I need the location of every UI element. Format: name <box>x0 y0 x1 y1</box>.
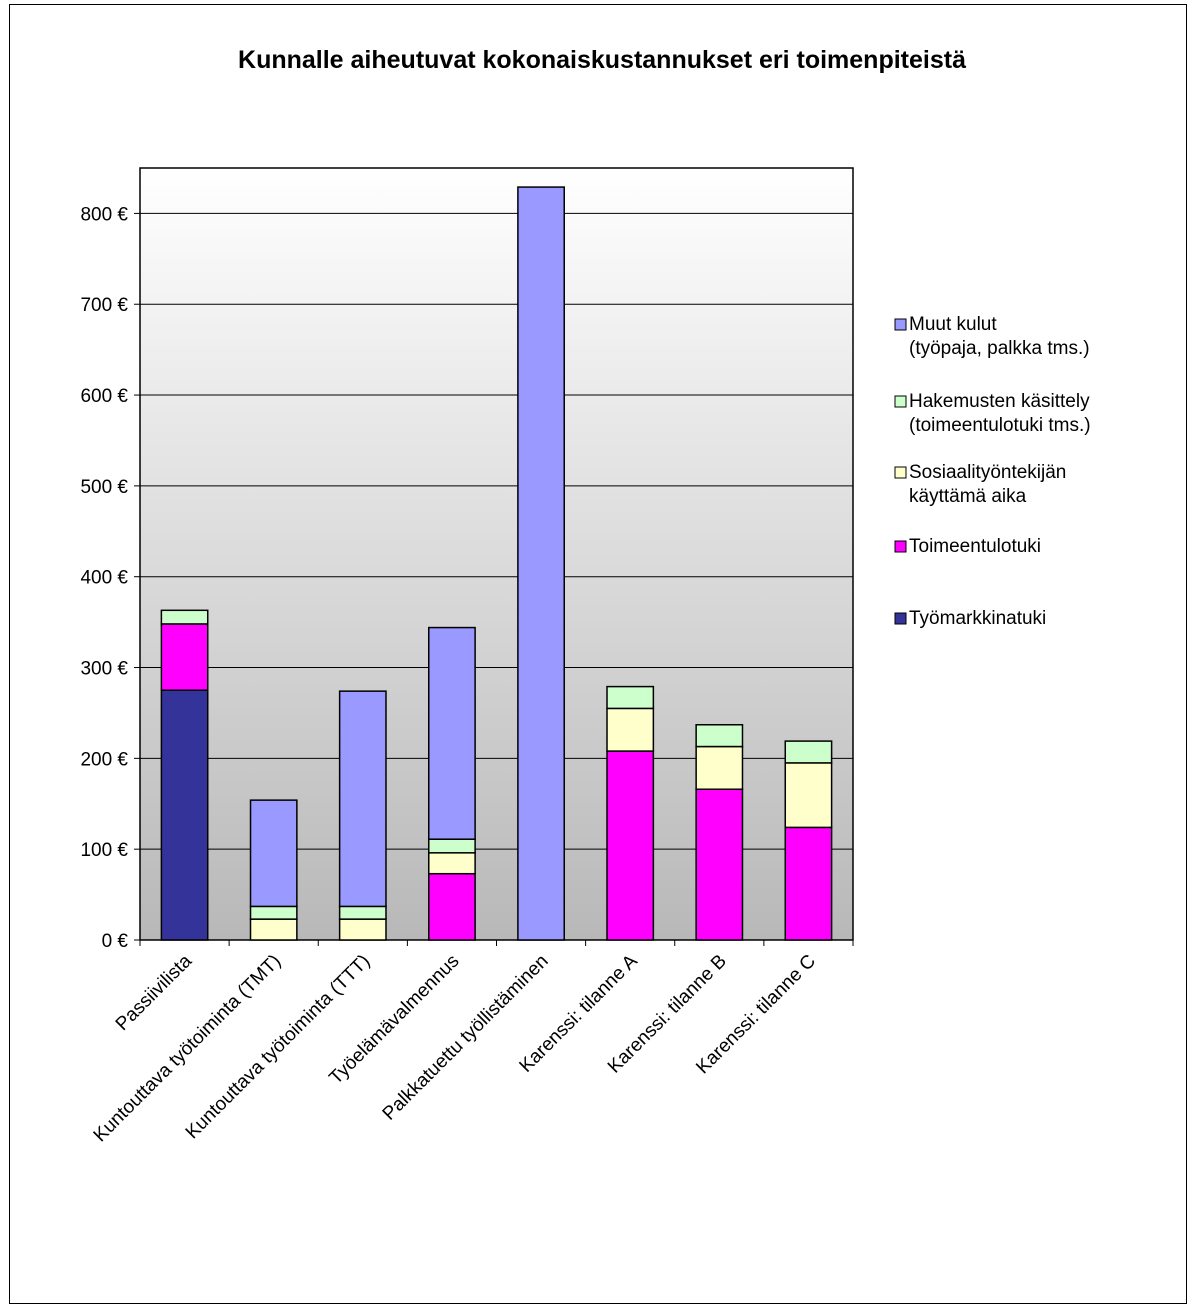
bar-segment <box>428 626 476 840</box>
bar-segment <box>160 623 209 691</box>
bar-segment <box>695 745 744 790</box>
bar-segment <box>428 838 476 854</box>
bar-segment <box>695 788 744 941</box>
legend-label: Muut kulut <box>909 314 997 335</box>
bar-segment <box>338 905 387 920</box>
legend-label: (toimeentulotuki tms.) <box>909 415 1091 436</box>
y-tick-label: 800 € <box>80 204 128 225</box>
legend-swatch <box>894 466 907 479</box>
y-tick-label: 200 € <box>80 749 128 770</box>
legend-label: käyttämä aika <box>909 486 1027 507</box>
y-tick-label: 400 € <box>80 568 128 589</box>
bar-segment <box>695 723 744 748</box>
legend-swatch <box>894 318 907 331</box>
bar-segment <box>606 707 655 752</box>
x-tick-label: Kuntouttava työtoiminta (TTT) <box>182 951 375 1144</box>
legend-swatch <box>894 612 907 625</box>
y-tick-label: 300 € <box>80 659 128 680</box>
chart-title: Kunnalle aiheutuvat kokonaiskustannukset… <box>238 46 966 74</box>
bar-segment <box>784 762 833 829</box>
legend-label: Sosiaalityöntekijän <box>909 462 1066 483</box>
legend-label: (työpaja, palkka tms.) <box>909 338 1090 359</box>
bar-segment <box>338 918 387 941</box>
bar-segment <box>428 852 476 875</box>
y-tick-label: 500 € <box>80 477 128 498</box>
y-tick-label: 700 € <box>80 295 128 316</box>
bar-segment <box>249 905 298 920</box>
bar-segment <box>160 689 209 941</box>
bar-segment <box>249 918 298 941</box>
y-tick-label: 100 € <box>80 840 128 861</box>
bar-segment <box>160 609 209 625</box>
bar-segment <box>338 690 387 908</box>
x-tick-label: Palkkatuettu työllistäminen <box>379 951 553 1125</box>
x-tick-label: Passiivilista <box>112 950 197 1035</box>
legend-swatch <box>894 395 907 408</box>
bar-segment <box>606 685 655 710</box>
bar-segment <box>606 750 655 941</box>
legend-swatch <box>894 540 907 553</box>
x-tick-label: Kuntouttava työtoiminta (TMT) <box>90 951 286 1147</box>
y-tick-label: 0 € <box>102 931 129 952</box>
legend-label: Työmarkkinatuki <box>909 608 1046 629</box>
y-tick-label: 600 € <box>80 386 128 407</box>
bar-segment <box>428 872 476 941</box>
bar-segment <box>517 186 565 941</box>
plot-area <box>139 167 854 941</box>
bar-segment <box>784 740 833 764</box>
legend-label: Toimeentulotuki <box>909 536 1041 557</box>
bar-segment <box>784 826 833 941</box>
legend-label: Hakemusten käsittely <box>909 391 1090 412</box>
bar-segment <box>249 799 298 908</box>
